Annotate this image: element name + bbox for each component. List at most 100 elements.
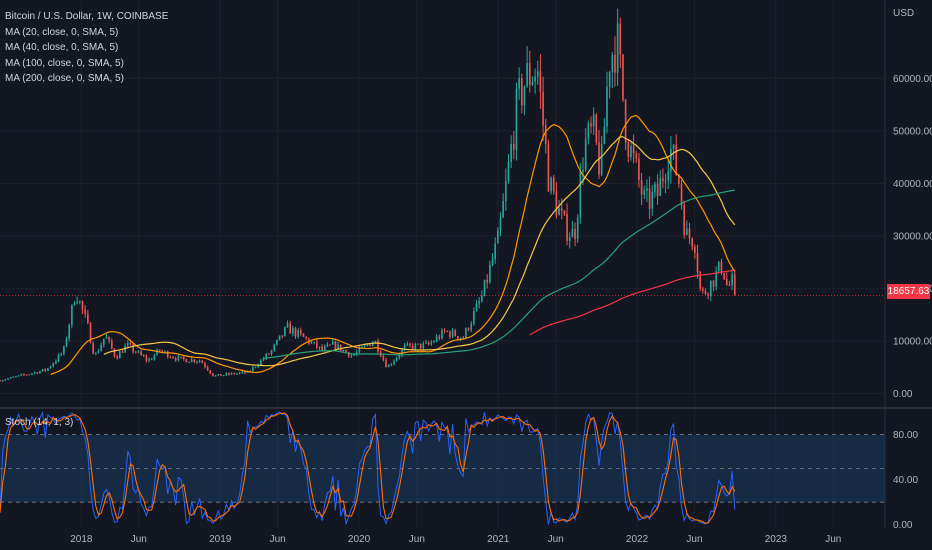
candle-body [640, 180, 643, 195]
candle-body [454, 330, 457, 337]
candle-body [733, 274, 736, 296]
candle-body [411, 345, 414, 350]
candle-body [385, 359, 387, 368]
candle-body [512, 143, 515, 150]
candle-body [358, 347, 361, 352]
candle-body [414, 343, 417, 350]
symbol-title[interactable]: Bitcoin / U.S. Dollar, 1W, COINBASE [5, 11, 169, 22]
candle-body [536, 71, 539, 77]
candle-body [441, 330, 443, 339]
candle-body [587, 123, 590, 140]
candle-body [574, 228, 576, 240]
indicator-ma40[interactable]: MA (40, close, 0, SMA, 5) [5, 42, 119, 53]
candle-body [20, 374, 23, 376]
candle-body [630, 145, 632, 158]
candle-body [161, 350, 164, 352]
candle-body [723, 272, 725, 279]
candle-body [550, 177, 552, 192]
candle-body [166, 351, 169, 358]
candle-body [582, 169, 584, 172]
candle-body [241, 371, 244, 373]
candle-body [576, 217, 579, 240]
candle-body [105, 336, 108, 339]
candle-body [222, 375, 225, 377]
time-tick-label: Jun [270, 534, 286, 545]
candle-body [305, 336, 307, 339]
candle-body [329, 344, 331, 346]
candle-body [177, 356, 180, 361]
time-axis[interactable]: 2018 Jun 2019 Jun 2020 Jun 2021 Jun 2022 Jun 2023 J… [70, 534, 841, 545]
candle-body [95, 352, 97, 354]
moving-averages [0, 114, 885, 375]
candle-body [25, 374, 28, 376]
candle-body [694, 246, 696, 253]
candle-body [696, 252, 699, 273]
candle-body [334, 341, 337, 349]
candle-body [430, 342, 433, 345]
candle-body [563, 210, 566, 214]
candle-body [228, 373, 230, 375]
candle-body [9, 377, 12, 379]
price-tick-label: 60000.00 [893, 74, 932, 85]
candle-body [0, 380, 1, 382]
candle-body [236, 373, 238, 375]
candle-body [544, 125, 547, 145]
candle-body [220, 374, 222, 376]
candle-body [153, 354, 156, 360]
candle-body [321, 346, 323, 351]
candle-body [310, 342, 313, 344]
candle-body [65, 338, 68, 347]
candle-body [401, 349, 403, 356]
indicator-ma20[interactable]: MA (20, close, 0, SMA, 5) [5, 26, 119, 38]
candles [0, 8, 736, 382]
stoch-indicator-label[interactable]: Stoch (14, 1, 3) [5, 417, 74, 428]
candle-body [103, 338, 105, 345]
price-tick-label: 0.00 [893, 389, 913, 400]
time-tick-label: Jun [409, 534, 425, 545]
candle-body [49, 366, 52, 369]
candle-body [294, 328, 297, 337]
time-tick-label: Jun [548, 534, 564, 545]
candle-body [145, 356, 148, 361]
candle-body [584, 139, 587, 170]
candle-body [422, 343, 425, 349]
candle-body [92, 343, 95, 354]
candle-body [449, 331, 451, 337]
candle-body [217, 374, 220, 376]
candle-body [566, 213, 568, 241]
candle-body [702, 288, 704, 291]
candle-body [33, 372, 36, 374]
candle-body [55, 361, 57, 364]
candle-body [89, 323, 92, 344]
indicator-ma100[interactable]: MA (100, close, 0, SMA, 5) [5, 57, 124, 69]
candle-body [715, 271, 717, 287]
candle-body [196, 361, 198, 363]
price-tick-label: 40000.00 [893, 179, 932, 190]
candle-body [363, 345, 366, 347]
last-price-badge: 18657.63 [887, 284, 930, 299]
ma-line [103, 135, 736, 367]
candle-body [547, 144, 550, 192]
candle-body [281, 335, 284, 337]
candle-body [110, 340, 113, 349]
candle-body [502, 201, 504, 218]
candle-body [611, 54, 614, 73]
candle-body [725, 278, 728, 285]
candle-body [158, 349, 161, 351]
candle-body [473, 311, 475, 324]
candle-body [47, 368, 49, 371]
time-tick-label: Jun [686, 534, 702, 545]
indicator-ma200[interactable]: MA (200, close, 0, SMA, 5) [5, 73, 124, 84]
candle-body [206, 366, 209, 371]
candle-body [244, 371, 246, 373]
candle-body [353, 354, 355, 356]
candle-body [462, 337, 465, 339]
time-tick-label: 2018 [70, 534, 93, 545]
candle-body [116, 356, 118, 359]
candle-body [15, 376, 17, 378]
candle-body [28, 374, 31, 376]
candle-body [297, 330, 299, 337]
candle-body [592, 114, 595, 127]
candle-body [121, 351, 124, 353]
